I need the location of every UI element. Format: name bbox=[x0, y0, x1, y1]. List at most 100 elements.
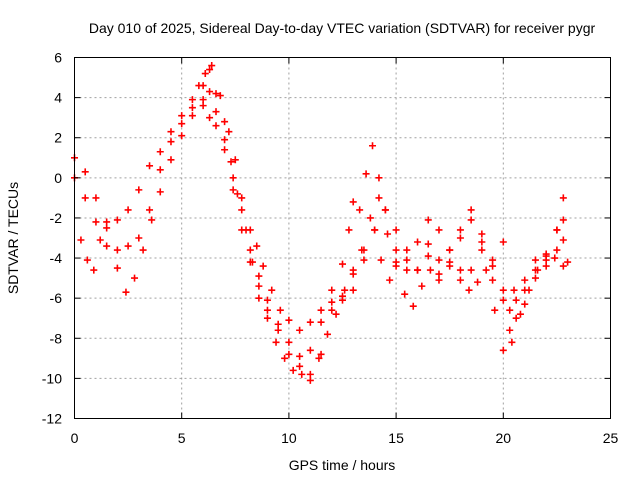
data-point bbox=[253, 242, 261, 250]
data-point bbox=[521, 300, 529, 308]
data-point bbox=[178, 120, 186, 128]
data-point bbox=[426, 266, 434, 274]
data-point bbox=[113, 246, 121, 254]
data-point bbox=[499, 286, 507, 294]
data-point bbox=[285, 338, 293, 346]
data-point bbox=[233, 190, 241, 198]
data-point bbox=[508, 338, 516, 346]
data-point bbox=[392, 246, 400, 254]
data-point bbox=[542, 262, 550, 270]
data-point bbox=[358, 246, 366, 254]
data-point bbox=[534, 266, 542, 274]
data-point bbox=[435, 276, 443, 284]
data-point bbox=[306, 346, 314, 354]
data-point bbox=[289, 366, 297, 374]
data-point bbox=[489, 256, 497, 264]
data-point bbox=[456, 266, 464, 274]
data-point bbox=[467, 216, 475, 224]
data-point bbox=[403, 266, 411, 274]
data-point bbox=[274, 326, 282, 334]
data-point bbox=[456, 226, 464, 234]
data-point bbox=[375, 194, 383, 202]
data-point bbox=[229, 186, 237, 194]
data-point bbox=[559, 194, 567, 202]
data-point bbox=[227, 158, 235, 166]
data-point bbox=[285, 350, 293, 358]
series-track-1 bbox=[71, 66, 567, 370]
data-point bbox=[478, 246, 486, 254]
data-point bbox=[467, 206, 475, 214]
data-point bbox=[276, 306, 284, 314]
data-point bbox=[456, 234, 464, 242]
y-tick-label: -4 bbox=[50, 250, 63, 266]
data-point bbox=[81, 168, 89, 176]
data-point bbox=[392, 258, 400, 266]
data-point bbox=[167, 156, 175, 164]
x-tick-label: 20 bbox=[496, 430, 512, 446]
series-track-4 bbox=[199, 102, 572, 384]
data-point bbox=[474, 278, 482, 286]
data-point bbox=[553, 226, 561, 234]
x-tick-label: 0 bbox=[71, 430, 79, 446]
data-point bbox=[263, 296, 271, 304]
data-point bbox=[246, 258, 254, 266]
data-point bbox=[339, 296, 346, 304]
data-point bbox=[512, 296, 520, 304]
data-point bbox=[418, 282, 426, 290]
data-point bbox=[255, 294, 263, 302]
data-point bbox=[306, 376, 314, 384]
data-point bbox=[341, 286, 349, 294]
data-point bbox=[392, 226, 400, 234]
data-point bbox=[489, 262, 497, 270]
data-point bbox=[349, 198, 357, 206]
data-point bbox=[446, 258, 454, 266]
y-tick-label: 2 bbox=[54, 130, 62, 146]
data-point bbox=[212, 108, 220, 116]
data-point bbox=[553, 246, 561, 254]
data-point bbox=[272, 338, 280, 346]
data-point bbox=[124, 242, 132, 250]
data-point bbox=[178, 132, 186, 140]
data-point bbox=[96, 236, 104, 244]
x-axis-label: GPS time / hours bbox=[289, 457, 396, 473]
data-point bbox=[424, 216, 432, 224]
data-point bbox=[375, 174, 383, 182]
data-point bbox=[384, 230, 392, 238]
data-point bbox=[525, 286, 533, 294]
data-point bbox=[403, 246, 411, 254]
data-point bbox=[178, 112, 186, 120]
data-point bbox=[263, 314, 271, 322]
data-point bbox=[146, 162, 154, 170]
data-point bbox=[531, 256, 539, 264]
data-point bbox=[103, 218, 111, 226]
data-point bbox=[499, 238, 507, 246]
data-point bbox=[559, 236, 567, 244]
data-point bbox=[489, 276, 497, 284]
x-tick-label: 15 bbox=[388, 430, 404, 446]
data-point bbox=[345, 226, 353, 234]
data-point bbox=[371, 226, 379, 234]
data-point bbox=[238, 206, 246, 214]
y-tick-label: -12 bbox=[42, 411, 62, 427]
data-point bbox=[188, 104, 196, 112]
data-point bbox=[221, 146, 229, 154]
data-point bbox=[414, 238, 422, 246]
data-point bbox=[92, 194, 100, 202]
data-point bbox=[113, 216, 121, 224]
data-point bbox=[122, 288, 130, 296]
data-point bbox=[246, 226, 254, 234]
data-point bbox=[510, 286, 518, 294]
data-point bbox=[366, 214, 374, 222]
data-point bbox=[92, 218, 100, 226]
data-point bbox=[381, 206, 389, 214]
data-point bbox=[216, 92, 224, 100]
data-point bbox=[317, 350, 325, 358]
data-point bbox=[559, 262, 567, 270]
data-point bbox=[512, 314, 520, 322]
data-point bbox=[332, 310, 340, 318]
data-point bbox=[356, 206, 364, 214]
data-point bbox=[296, 326, 304, 334]
data-point bbox=[201, 70, 209, 78]
data-point bbox=[467, 266, 475, 274]
data-point bbox=[328, 286, 336, 294]
